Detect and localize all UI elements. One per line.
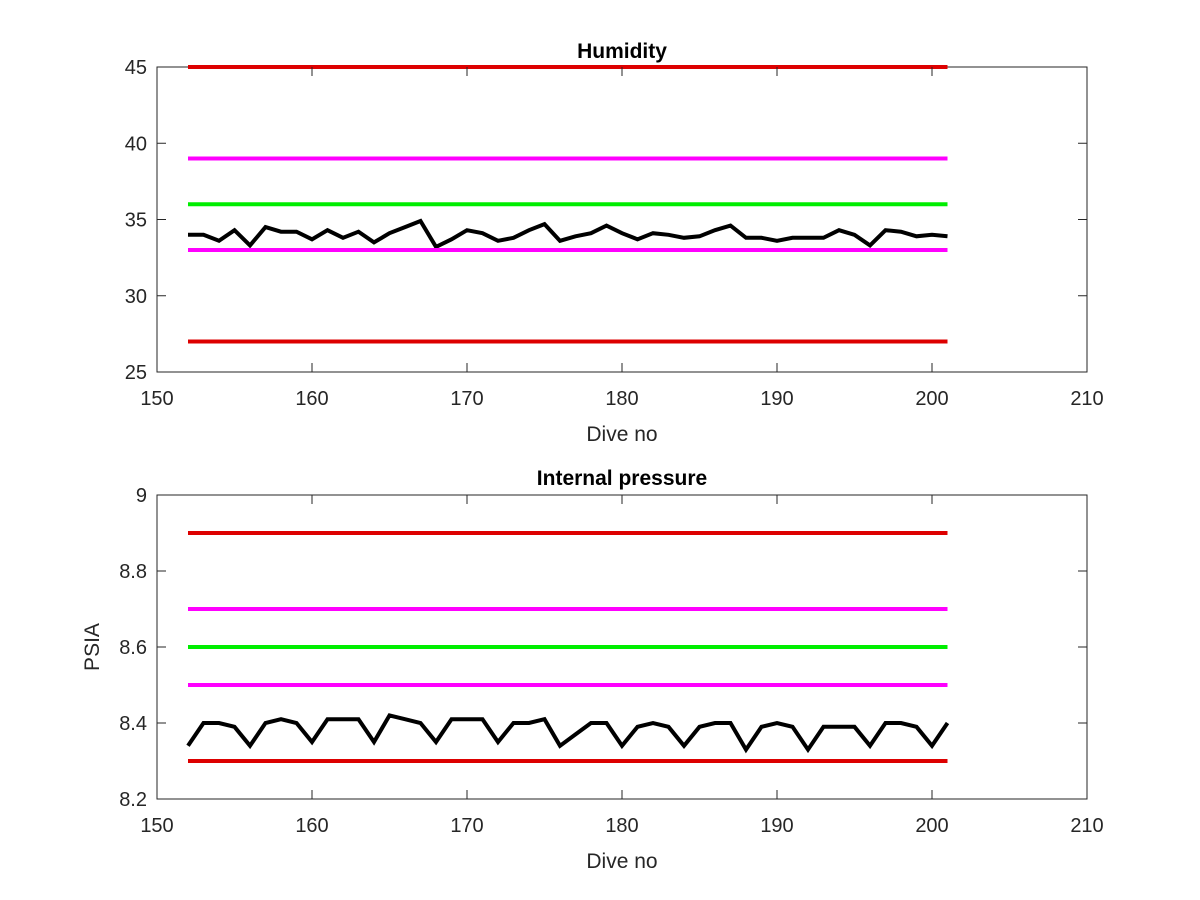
pressure-ticks: 150 160 170 180 190 200 210 8.2 8.4 8.6 8.8 9 [119,485,1104,837]
humidity-x-tick-label: 180 [605,388,638,410]
pressure-x-tick-label: 210 [1070,815,1103,837]
pressure-series-line-0 [186,713,950,754]
pressure-x-axis-label: Dive no [586,850,657,873]
pressure-y-tick-label: 8.4 [119,713,147,735]
pressure-series-group [186,531,950,763]
humidity-y-tick-label: 35 [125,210,147,232]
humidity-x-tick-label: 210 [1070,388,1103,410]
humidity-x-tick-label: 160 [295,388,328,410]
pressure-y-tick-label: 8.6 [119,637,147,659]
humidity-axes-box [156,66,1088,373]
pressure-x-tick-label: 190 [760,815,793,837]
humidity-series-group [188,65,948,344]
pressure-y-tick-label: 8.8 [119,561,147,583]
pressure-x-tick-label: 180 [605,815,638,837]
humidity-ticks: 150 160 170 180 190 200 210 25 30 35 40 45 [125,57,1104,410]
humidity-x-tick-label: 170 [450,388,483,410]
humidity-y-tick-label: 45 [125,57,147,79]
humidity-y-tick-label: 25 [125,362,147,384]
humidity-x-tick-label: 190 [760,388,793,410]
pressure-y-tick-label: 9 [136,485,147,507]
humidity-y-tick-label: 40 [125,133,147,155]
humidity-plot: 150 160 170 180 190 200 210 25 30 35 40 45 Humidity… [125,40,1104,446]
pressure-y-axis-label: PSIA [81,623,104,671]
pressure-y-tick-label: 8.2 [119,789,147,811]
pressure-x-tick-label: 200 [915,815,948,837]
pressure-plot: 150 160 170 180 190 200 210 8.2 8.4 8.6 8.8 9 Inter… [81,467,1104,873]
pressure-x-tick-label: 170 [450,815,483,837]
humidity-x-tick-label: 150 [140,388,173,410]
humidity-series-line-0 [188,218,948,250]
humidity-y-tick-label: 30 [125,286,147,308]
pressure-title: Internal pressure [537,467,707,490]
humidity-title: Humidity [577,40,667,63]
pressure-x-tick-label: 150 [140,815,173,837]
humidity-x-tick-label: 200 [915,388,948,410]
pressure-x-tick-label: 160 [295,815,328,837]
humidity-x-axis-label: Dive no [586,423,657,446]
